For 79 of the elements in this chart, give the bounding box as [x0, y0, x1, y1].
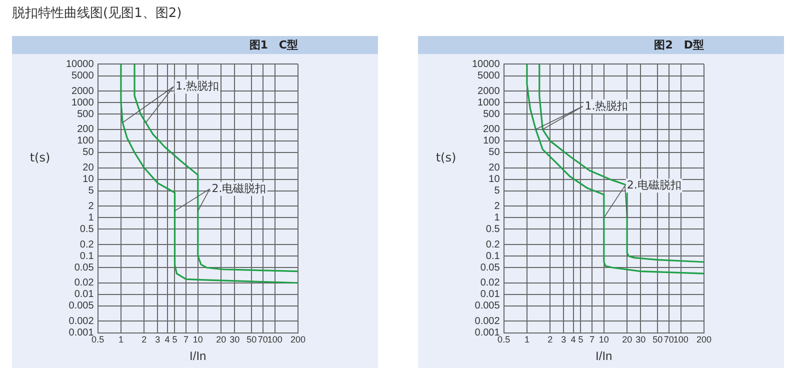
x-tick-label: 2 — [548, 334, 553, 345]
x-tick-label: 5 — [578, 334, 584, 345]
x-tick-label: 20 — [216, 334, 226, 345]
y-tick-label: 0.2 — [80, 239, 94, 250]
y-axis-title: t(s) — [436, 150, 456, 165]
x-tick-label: 70 — [258, 334, 268, 345]
x-tick-label: 200 — [696, 334, 712, 345]
x-tick-label: 5 — [172, 334, 178, 345]
y-tick-label: 200 — [483, 124, 500, 136]
y-tick-label: 0.1 — [80, 250, 94, 262]
y-tick-label: 5 — [88, 186, 94, 197]
annotation: 1.热脱扣 — [584, 99, 628, 112]
x-tick-label: 100 — [673, 334, 688, 345]
y-tick-label: 100 — [77, 136, 94, 147]
y-tick-label: 20 — [82, 162, 94, 174]
y-tick-label: 2000 — [478, 86, 500, 97]
x-tick-label: 10 — [192, 334, 203, 345]
y-tick-label: 1000 — [478, 97, 500, 108]
y-tick-label: 1 — [88, 212, 94, 224]
y-tick-label: 0.2 — [486, 239, 500, 250]
y-tick-label: 500 — [483, 108, 500, 120]
y-tick-label: 1000 — [72, 97, 94, 108]
y-tick-label: 0.005 — [474, 300, 500, 312]
y-tick-label: 2000 — [72, 86, 94, 97]
y-tick-label: 10 — [488, 174, 500, 186]
x-tick-label: 4 — [570, 334, 576, 345]
x-tick-label: 50 — [246, 334, 257, 345]
y-tick-label: 2 — [494, 200, 500, 212]
y-tick-label: 100 — [483, 136, 500, 147]
y-tick-label: 0.005 — [68, 300, 94, 312]
y-tick-label: 5000 — [478, 70, 500, 82]
y-tick-label: 0.002 — [474, 316, 500, 327]
y-tick-label: 50 — [488, 147, 500, 158]
x-tick-label: 1 — [524, 334, 530, 345]
y-tick-label: 5 — [494, 186, 500, 197]
x-tick-label: 20 — [622, 334, 632, 345]
x-tick-label: 1 — [118, 334, 124, 345]
x-tick-label: 10 — [598, 334, 609, 345]
y-tick-label: 20 — [488, 162, 500, 174]
x-tick-label: 30 — [230, 334, 240, 345]
y-tick-label: 0.02 — [480, 278, 500, 289]
y-axis-title: t(s) — [30, 150, 50, 165]
x-axis-title: I/In — [190, 349, 206, 364]
x-tick-label: 2 — [142, 334, 147, 345]
chart-title: 图1 C型 — [249, 38, 298, 52]
y-tick-label: 5000 — [72, 70, 94, 82]
x-tick-label: 200 — [290, 334, 306, 345]
x-tick-label: 30 — [636, 334, 646, 345]
y-tick-label: 10000 — [472, 58, 500, 70]
x-tick-label: 50 — [652, 334, 663, 345]
y-tick-label: 0.002 — [68, 316, 94, 327]
y-tick-label: 0.01 — [480, 289, 500, 300]
y-tick-label: 0.05 — [480, 262, 500, 274]
y-tick-label: 10000 — [66, 58, 94, 70]
x-tick-label: 3 — [155, 334, 160, 345]
x-tick-label: 3 — [561, 334, 566, 345]
y-tick-label: 0.05 — [74, 262, 94, 274]
text: 脱扣特性曲线图(见图1、图2) — [12, 5, 182, 23]
y-tick-label: 0.01 — [74, 289, 94, 300]
y-tick-label: 10 — [82, 174, 94, 186]
y-tick-label: 200 — [77, 124, 94, 136]
y-tick-label: 0.1 — [486, 250, 500, 262]
x-axis-title: I/In — [596, 349, 612, 364]
y-tick-label: 0.5 — [486, 224, 500, 235]
y-tick-label: 0.02 — [74, 278, 94, 289]
x-tick-label: 100 — [267, 334, 282, 345]
x-tick-label: 7 — [589, 334, 594, 345]
y-tick-label: 2 — [88, 200, 94, 212]
y-tick-label: 500 — [77, 108, 94, 120]
annotation: 1.热脱扣 — [176, 79, 220, 92]
x-tick-label: 4 — [164, 334, 170, 345]
y-tick-label: 0.5 — [80, 224, 94, 235]
annotation: 2.电磁脱扣 — [626, 178, 682, 192]
chart-title: 图2 D型 — [654, 38, 704, 52]
y-tick-label: 1 — [494, 212, 500, 224]
x-tick-label: 7 — [183, 334, 188, 345]
x-tick-label: 70 — [664, 334, 674, 345]
annotation: 2.电磁脱扣 — [212, 182, 266, 195]
y-tick-label: 50 — [82, 147, 94, 158]
